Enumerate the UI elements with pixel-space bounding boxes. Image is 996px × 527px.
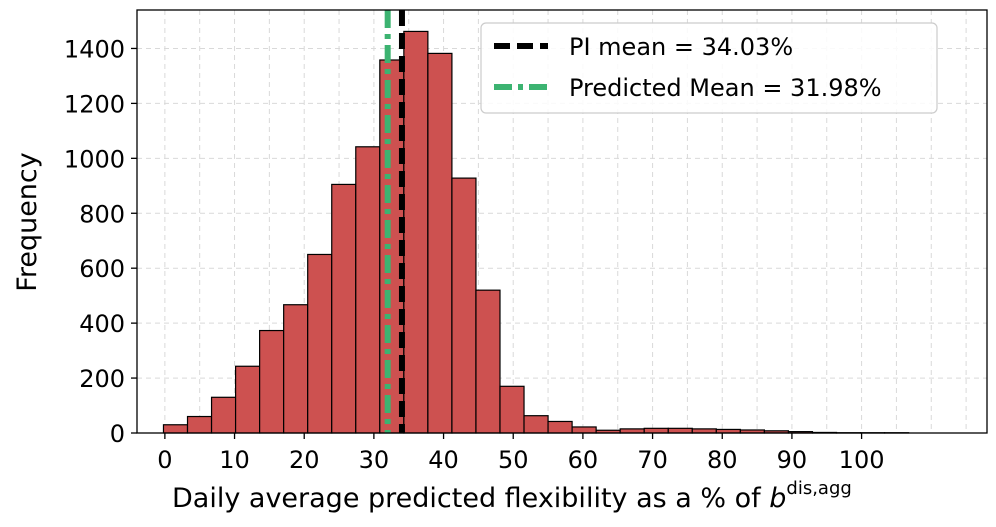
y-tick-label: 600 — [79, 255, 125, 283]
plot-frame — [136, 9, 988, 434]
x-tick-label: 30 — [359, 446, 390, 474]
x-axis-ticks: 0 10 20 30 40 50 60 70 80 90 100 — [157, 433, 884, 474]
y-axis-label: Frequency — [12, 152, 43, 292]
x-axis-label-text: Daily average predicted flexibility as a… — [172, 483, 769, 514]
x-tick-label: 100 — [839, 446, 885, 474]
histogram-bar — [307, 253, 333, 434]
histogram-bar — [643, 427, 669, 434]
y-tick-label: 0 — [110, 420, 125, 448]
x-axis-label-symbol: b — [769, 483, 786, 514]
histogram-bar — [427, 52, 453, 434]
y-axis-ticks: 0 200 400 600 800 1000 1200 1400 — [64, 35, 137, 448]
histogram-bar — [571, 426, 597, 434]
histogram-bar — [667, 427, 693, 434]
legend-label-predicted-mean: Predicted Mean = 31.98% — [569, 74, 882, 102]
x-tick-label: 90 — [777, 446, 808, 474]
x-tick-label: 60 — [568, 446, 599, 474]
x-tick-label: 20 — [289, 446, 320, 474]
y-tick-label: 400 — [79, 310, 125, 338]
x-tick-label: 80 — [707, 446, 738, 474]
x-tick-label: 70 — [637, 446, 668, 474]
legend: PI mean = 34.03% Predicted Mean = 31.98% — [480, 22, 938, 114]
x-axis-label-superscript: dis,agg — [786, 478, 851, 499]
x-axis-label: Daily average predicted flexibility as a… — [172, 478, 852, 514]
histogram-bar — [210, 396, 237, 434]
mean-lines — [384, 10, 405, 433]
histogram-bar — [331, 183, 357, 434]
x-tick-label: 10 — [219, 446, 250, 474]
histogram-bar — [283, 304, 309, 434]
x-tick-label: 40 — [428, 446, 459, 474]
histogram-bar — [403, 30, 429, 434]
y-tick-label: 1400 — [64, 35, 125, 63]
histogram-bar — [259, 329, 285, 434]
histogram-bar — [186, 415, 213, 434]
histogram-bar — [475, 289, 501, 434]
histogram-bar — [523, 415, 549, 434]
y-tick-label: 1000 — [64, 145, 125, 173]
histogram-bar — [355, 146, 381, 434]
histogram-bar — [234, 365, 261, 434]
histogram-bar — [499, 385, 525, 434]
legend-label-pi-mean: PI mean = 34.03% — [569, 33, 793, 61]
x-tick-label: 0 — [157, 446, 172, 474]
histogram-bar — [451, 177, 477, 434]
y-tick-label: 200 — [79, 365, 125, 393]
histogram-bar — [547, 420, 573, 434]
x-tick-label: 50 — [498, 446, 529, 474]
histogram-bar — [162, 424, 189, 434]
legend-frame — [480, 22, 938, 114]
y-tick-label: 1200 — [64, 90, 125, 118]
y-tick-label: 800 — [79, 200, 125, 228]
